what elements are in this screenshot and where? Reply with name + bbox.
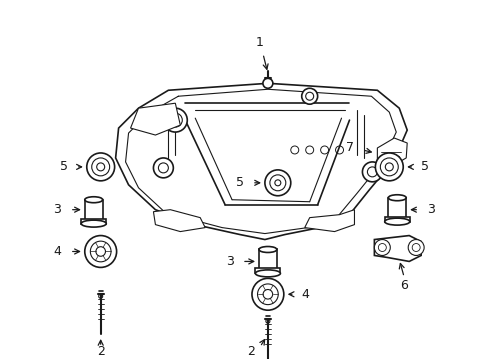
Text: 2: 2 [246,345,254,357]
Ellipse shape [384,218,409,225]
Ellipse shape [387,195,406,201]
Circle shape [407,239,423,256]
Circle shape [263,78,272,88]
Bar [255,269,280,273]
Bar [387,198,406,222]
Text: 1: 1 [255,36,264,49]
Circle shape [96,247,105,256]
Ellipse shape [84,197,102,203]
Text: 3: 3 [426,203,434,216]
Circle shape [380,158,397,176]
Polygon shape [153,210,205,231]
Text: 3: 3 [53,203,61,216]
Circle shape [263,289,272,299]
Polygon shape [130,103,180,135]
Text: 6: 6 [400,279,407,292]
Bar [259,249,276,273]
Text: 4: 4 [53,245,61,258]
Ellipse shape [259,247,276,252]
Text: 4: 4 [301,288,309,301]
Text: 2: 2 [97,345,104,357]
Text: 5: 5 [420,161,428,174]
Bar [84,200,102,224]
Circle shape [362,162,382,182]
Bar [384,217,409,222]
Polygon shape [115,83,407,239]
Polygon shape [304,210,354,231]
Circle shape [92,158,109,176]
Circle shape [374,239,389,256]
Polygon shape [374,235,420,261]
Circle shape [84,235,116,267]
Circle shape [251,278,283,310]
Text: 5: 5 [60,161,68,174]
Text: 3: 3 [226,255,234,268]
Circle shape [264,170,290,196]
Ellipse shape [255,270,280,277]
Circle shape [86,153,114,181]
Bar [81,219,106,224]
Circle shape [375,153,403,181]
Ellipse shape [81,220,106,227]
Circle shape [163,108,187,132]
Text: 5: 5 [236,176,244,189]
Circle shape [257,284,278,305]
Circle shape [90,241,111,262]
Circle shape [153,158,173,178]
Text: 7: 7 [346,141,354,154]
Polygon shape [377,138,407,165]
Circle shape [269,175,285,191]
Circle shape [301,88,317,104]
